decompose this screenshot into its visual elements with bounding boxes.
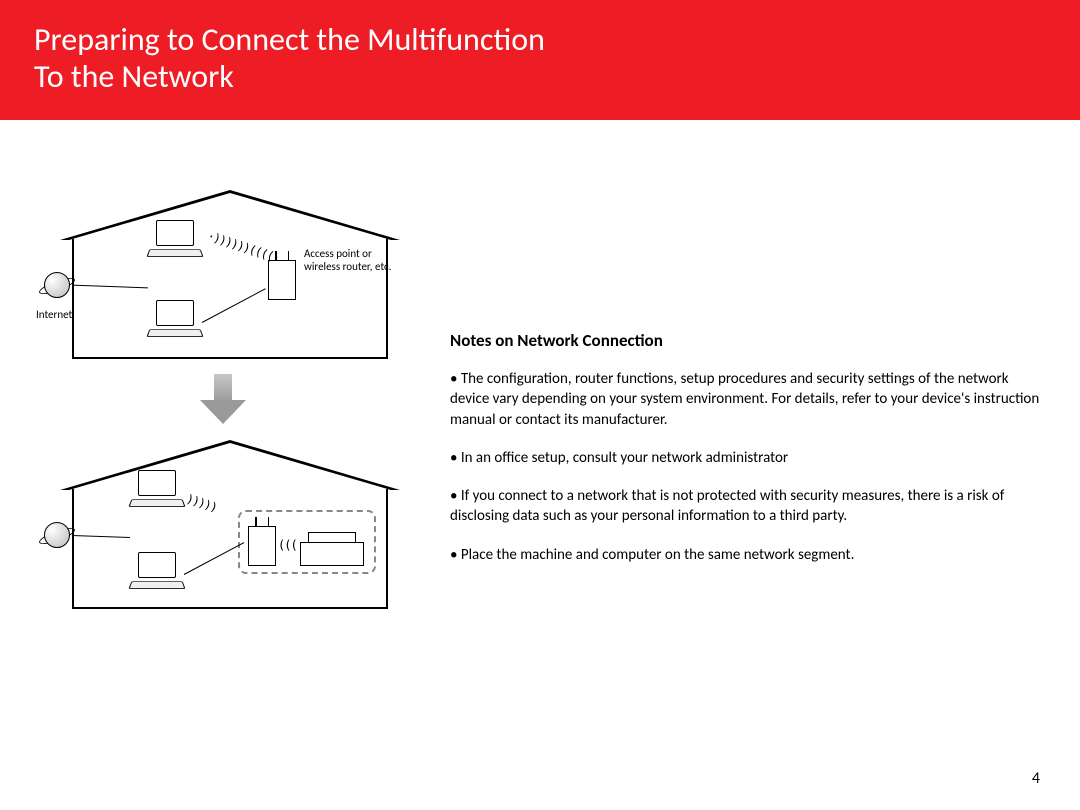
house-after: ))))) ((( <box>60 440 400 610</box>
laptop-icon <box>148 300 202 338</box>
content-body: Internet ·))))))((((· Access point or wi… <box>0 120 1080 610</box>
down-arrow-icon <box>200 374 246 426</box>
diagram-column: Internet ·))))))((((· Access point or wi… <box>40 190 400 610</box>
internet-globe-icon <box>40 268 74 302</box>
wireless-waves-icon: ((( <box>278 538 297 552</box>
laptop-icon <box>148 220 202 258</box>
internet-label: Internet <box>36 308 72 321</box>
note-item: • Place the machine and computer on the … <box>450 545 1040 565</box>
page-title-line2: To the Network <box>34 59 1046 96</box>
house-before: Internet ·))))))((((· Access point or wi… <box>60 190 400 360</box>
laptop-icon <box>130 470 184 508</box>
access-point-label: Access point or wireless router, etc. <box>304 248 391 273</box>
printer-icon <box>300 532 364 566</box>
router-icon <box>268 260 296 300</box>
note-item: • The configuration, router functions, s… <box>450 369 1040 430</box>
page-number: 4 <box>1032 769 1040 788</box>
page: Preparing to Connect the Multifunction T… <box>0 0 1080 810</box>
note-item: • If you connect to a network that is no… <box>450 486 1040 527</box>
section-title: Notes on Network Connection <box>450 330 1040 351</box>
network-diagram: Internet ·))))))((((· Access point or wi… <box>40 190 400 610</box>
page-title-line1: Preparing to Connect the Multifunction <box>34 22 1046 59</box>
header-banner: Preparing to Connect the Multifunction T… <box>0 0 1080 120</box>
router-icon <box>248 526 276 566</box>
laptop-icon <box>130 552 184 590</box>
text-column: Notes on Network Connection • The config… <box>450 190 1040 610</box>
internet-globe-icon <box>40 518 74 552</box>
note-item: • In an office setup, consult your netwo… <box>450 448 1040 468</box>
